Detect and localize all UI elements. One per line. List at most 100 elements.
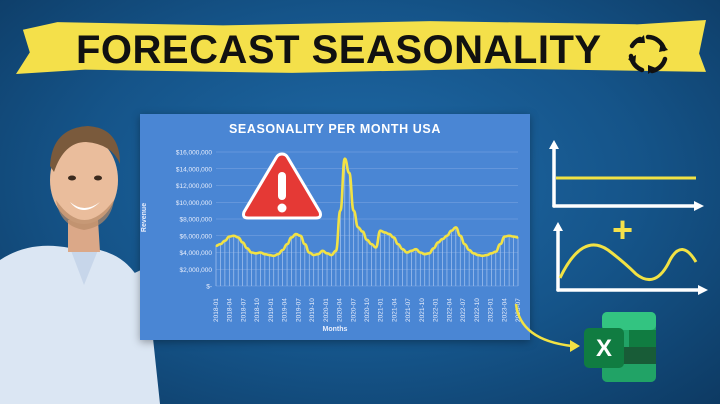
data-point <box>313 254 315 256</box>
data-point <box>273 255 275 257</box>
data-point <box>295 233 297 235</box>
x-tick-label: 2018-10 <box>254 298 261 322</box>
data-point <box>490 252 492 254</box>
data-point <box>339 210 341 212</box>
data-point <box>468 249 470 251</box>
data-point <box>237 236 239 239</box>
x-tick-label: 2023-04 <box>501 298 508 322</box>
x-tick-label: 2019-07 <box>295 298 302 322</box>
data-point <box>215 245 217 247</box>
data-point <box>481 255 484 257</box>
data-point <box>286 243 288 245</box>
x-tick-label: 2021-01 <box>378 298 385 322</box>
data-point <box>424 253 426 255</box>
data-point <box>455 226 457 228</box>
data-point <box>441 238 444 240</box>
data-point <box>299 235 301 237</box>
data-point <box>508 235 510 237</box>
x-tick-label: 2020-01 <box>323 298 330 322</box>
data-point <box>357 226 359 228</box>
data-point <box>495 251 497 253</box>
data-point <box>250 251 253 254</box>
data-point <box>326 252 328 254</box>
data-point <box>224 240 226 242</box>
y-tick-label: $16,000,000 <box>176 150 213 157</box>
cycle-icon <box>628 34 668 74</box>
data-point <box>517 236 519 239</box>
data-point <box>437 241 439 244</box>
x-tick-label: 2018-04 <box>227 298 234 322</box>
data-point <box>228 235 230 238</box>
data-point <box>472 252 475 254</box>
x-tick-label: 2021-10 <box>419 298 426 322</box>
data-point <box>446 235 448 237</box>
data-point <box>321 250 324 252</box>
data-point <box>433 247 435 249</box>
data-point <box>277 253 279 255</box>
y-tick-label: $8,000,000 <box>179 217 212 224</box>
data-point <box>486 254 488 256</box>
data-point <box>512 235 515 238</box>
data-point <box>219 243 222 245</box>
data-point <box>317 253 319 255</box>
plus-symbol: + <box>612 209 634 250</box>
svg-text:X: X <box>596 335 612 362</box>
data-point <box>366 239 368 241</box>
yellow-brush-stroke <box>16 20 706 74</box>
data-point <box>304 243 306 245</box>
data-point <box>428 252 430 254</box>
chart-plot-area: $- $2,000,000 $4,000,000 $6,000,000 $8,000,0… <box>176 150 522 323</box>
y-tick-label: $6,000,000 <box>179 233 212 240</box>
data-point <box>410 250 413 252</box>
data-point <box>353 210 355 212</box>
warning-triangle-icon <box>242 152 322 220</box>
page-title: FORECAST SEASONALITY <box>76 28 602 72</box>
data-point <box>268 254 270 256</box>
x-tick-label: 2022-07 <box>460 298 467 322</box>
data-point <box>459 235 461 237</box>
x-tick-label: 2020-04 <box>337 298 344 322</box>
x-tick-label: 2019-04 <box>282 298 289 322</box>
y-tick-label: $12,000,000 <box>176 183 213 190</box>
x-tick-label: 2018-01 <box>213 298 220 322</box>
x-tick-label: 2021-04 <box>391 298 398 322</box>
y-tick-label: $4,000,000 <box>179 250 212 257</box>
data-point <box>255 252 257 254</box>
data-point <box>464 243 466 245</box>
x-tick-label: 2023-07 <box>515 298 522 322</box>
x-tick-label: 2023-01 <box>488 298 495 322</box>
chart-title: SEASONALITY PER MONTH USA <box>228 122 441 136</box>
data-point <box>242 241 244 244</box>
data-point <box>499 243 501 245</box>
data-point <box>401 248 404 250</box>
x-tick-label: 2020-07 <box>350 298 357 322</box>
x-tick-label: 2022-10 <box>474 298 481 322</box>
data-point <box>477 254 479 256</box>
data-point <box>450 230 452 232</box>
data-point <box>233 235 235 237</box>
data-point <box>415 248 417 250</box>
x-axis-label: Months <box>322 326 348 333</box>
data-point <box>282 249 284 251</box>
data-point <box>393 236 395 239</box>
data-point <box>375 246 377 249</box>
data-point <box>330 254 333 256</box>
data-point <box>384 231 386 233</box>
y-tick-label: $- <box>206 284 212 291</box>
y-tick-label: $14,000,000 <box>176 166 213 173</box>
data-point <box>379 230 381 232</box>
data-point <box>370 243 373 245</box>
x-tick-label: 2020-10 <box>364 298 371 322</box>
x-tick-label: 2022-01 <box>433 298 440 322</box>
x-tick-label: 2021-07 <box>405 298 412 322</box>
seasonal-wave-icon <box>553 222 708 295</box>
data-point <box>246 247 248 249</box>
x-tick-label: 2019-10 <box>309 298 316 322</box>
data-point <box>308 251 310 254</box>
excel-logo-icon: X <box>584 312 656 382</box>
arrow-to-excel <box>514 303 580 352</box>
data-point <box>406 251 408 254</box>
trend-flat-icon <box>549 140 704 211</box>
data-point <box>504 235 506 238</box>
x-tick-label: 2018-07 <box>240 298 247 322</box>
